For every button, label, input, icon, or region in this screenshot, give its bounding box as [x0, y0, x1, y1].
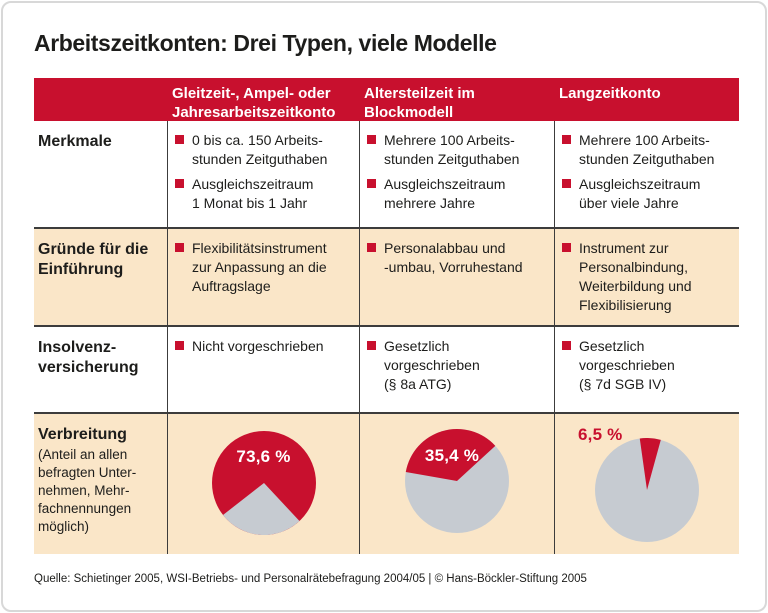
column-header-langzeitkonto: Langzeitkonto [559, 85, 661, 102]
table-row-insolvenz: Insolvenz- versicherung Nicht vorgeschri… [34, 325, 739, 412]
bullet-text: Flexibilitätsinstrument zur Anpassung an… [192, 240, 327, 294]
bullet-square-icon [367, 243, 376, 252]
bullet-item: Flexibilitätsinstrument zur Anpassung an… [175, 239, 353, 296]
bullet-text: Gesetzlich vorgeschrieben (§ 8a ATG) [384, 338, 480, 392]
table-row-gruende: Gründe für die Einführung Flexibilitätsi… [34, 227, 739, 325]
bullet-item: Mehrere 100 Arbeits- stunden Zeitguthabe… [562, 131, 733, 169]
bullet-text: Nicht vorgeschrieben [192, 338, 324, 354]
cell-merkmale-langzeitkonto: Mehrere 100 Arbeits- stunden Zeitguthabe… [555, 121, 739, 227]
pie-cell-langzeitkonto: 6,5 % [555, 414, 739, 554]
bullet-square-icon [562, 179, 571, 188]
bullet-item: Ausgleichszeitraum über viele Jahre [562, 175, 733, 213]
pie-chart-altersteilzeit: 35,4 % [405, 429, 509, 533]
bullet-item: 0 bis ca. 150 Arbeits- stunden Zeitgutha… [175, 131, 353, 169]
bullet-text: Instrument zur Personalbindung, Weiterbi… [579, 240, 692, 313]
page-title: Arbeitszeitkonten: Drei Typen, viele Mod… [34, 30, 497, 56]
cell-insolvenz-gleitzeit: Nicht vorgeschrieben [168, 327, 360, 412]
bullet-text: 0 bis ca. 150 Arbeits- stunden Zeitgutha… [192, 132, 328, 167]
bullet-square-icon [562, 341, 571, 350]
cell-insolvenz-langzeitkonto: Gesetzlich vorgeschrieben (§ 7d SGB IV) [555, 327, 739, 412]
table-row-merkmale: Merkmale 0 bis ca. 150 Arbeits- stunden … [34, 121, 739, 227]
pie-value-label: 73,6 % [236, 447, 291, 466]
bullet-text: Mehrere 100 Arbeits- stunden Zeitguthabe… [579, 132, 715, 167]
column-header-altersteilzeit: Altersteilzeit im Blockmodell [364, 85, 475, 121]
bullet-square-icon [367, 341, 376, 350]
bullet-square-icon [175, 179, 184, 188]
row-label-verbreitung: Verbreitung [38, 426, 127, 443]
bullet-square-icon [175, 243, 184, 252]
bullet-square-icon [367, 135, 376, 144]
bullet-item: Ausgleichszeitraum mehrere Jahre [367, 175, 548, 213]
bullet-text: Personalabbau und -umbau, Vorruhestand [384, 240, 523, 275]
bullet-item: Ausgleichszeitraum 1 Monat bis 1 Jahr [175, 175, 353, 213]
content-area: Arbeitszeitkonten: Drei Typen, viele Mod… [34, 3, 741, 585]
bullet-item: Personalabbau und -umbau, Vorruhestand [367, 239, 548, 277]
bullet-square-icon [175, 341, 184, 350]
bullet-text: Mehrere 100 Arbeits- stunden Zeitguthabe… [384, 132, 520, 167]
bullet-item: Gesetzlich vorgeschrieben (§ 7d SGB IV) [562, 337, 733, 394]
bullet-item: Mehrere 100 Arbeits- stunden Zeitguthabe… [367, 131, 548, 169]
pie-chart-gleitzeit: 73,6 % [211, 431, 316, 535]
cell-insolvenz-altersteilzeit: Gesetzlich vorgeschrieben (§ 8a ATG) [360, 327, 555, 412]
bullet-square-icon [562, 243, 571, 252]
bullet-text: Ausgleichszeitraum 1 Monat bis 1 Jahr [192, 176, 314, 211]
source-line: Quelle: Schietinger 2005, WSI-Betriebs- … [34, 573, 587, 585]
pie-chart-langzeitkonto: 6,5 % [578, 425, 699, 542]
bullet-text: Ausgleichszeitraum mehrere Jahre [384, 176, 506, 211]
cell-gruende-langzeitkonto: Instrument zur Personalbindung, Weiterbi… [555, 229, 739, 325]
pie-svg [405, 429, 509, 533]
bullet-text: Gesetzlich vorgeschrieben (§ 7d SGB IV) [579, 338, 675, 392]
bullet-item: Instrument zur Personalbindung, Weiterbi… [562, 239, 733, 315]
bullet-item: Nicht vorgeschrieben [175, 337, 353, 356]
cell-gruende-altersteilzeit: Personalabbau und -umbau, Vorruhestand [360, 229, 555, 325]
bullet-square-icon [175, 135, 184, 144]
row-label-gruende: Gründe für die Einführung [34, 229, 168, 325]
bullet-item: Gesetzlich vorgeschrieben (§ 8a ATG) [367, 337, 548, 394]
bullet-text: Ausgleichszeitraum über viele Jahre [579, 176, 701, 211]
pie-value-label: 35,4 % [424, 446, 480, 465]
table-row-verbreitung: Verbreitung (Anteil an allen befragten U… [34, 412, 739, 554]
pie-cell-gleitzeit: 73,6 % [168, 414, 360, 554]
bullet-square-icon [562, 135, 571, 144]
row-sublabel-verbreitung: (Anteil an allen befragten Unter- nehmen… [38, 447, 137, 534]
pie-svg [211, 431, 316, 535]
column-header-gleitzeit: Gleitzeit-, Ampel- oder Jahresarbeitszei… [172, 85, 336, 121]
pie-value-label: 6,5 % [578, 425, 623, 444]
pie-svg [595, 438, 699, 542]
pie-cell-altersteilzeit: 35,4 % [360, 414, 555, 554]
cell-merkmale-gleitzeit: 0 bis ca. 150 Arbeits- stunden Zeitgutha… [168, 121, 360, 227]
table-header-row: Gleitzeit-, Ampel- oder Jahresarbeitszei… [34, 78, 739, 121]
comparison-table: Gleitzeit-, Ampel- oder Jahresarbeitszei… [34, 78, 739, 554]
row-label-merkmale: Merkmale [34, 121, 168, 227]
cell-gruende-gleitzeit: Flexibilitätsinstrument zur Anpassung an… [168, 229, 360, 325]
bullet-square-icon [367, 179, 376, 188]
cell-merkmale-altersteilzeit: Mehrere 100 Arbeits- stunden Zeitguthabe… [360, 121, 555, 227]
header-corner-cell [34, 78, 168, 122]
row-label-cell-verbreitung: Verbreitung (Anteil an allen befragten U… [34, 414, 168, 554]
row-label-insolvenz: Insolvenz- versicherung [34, 327, 168, 412]
